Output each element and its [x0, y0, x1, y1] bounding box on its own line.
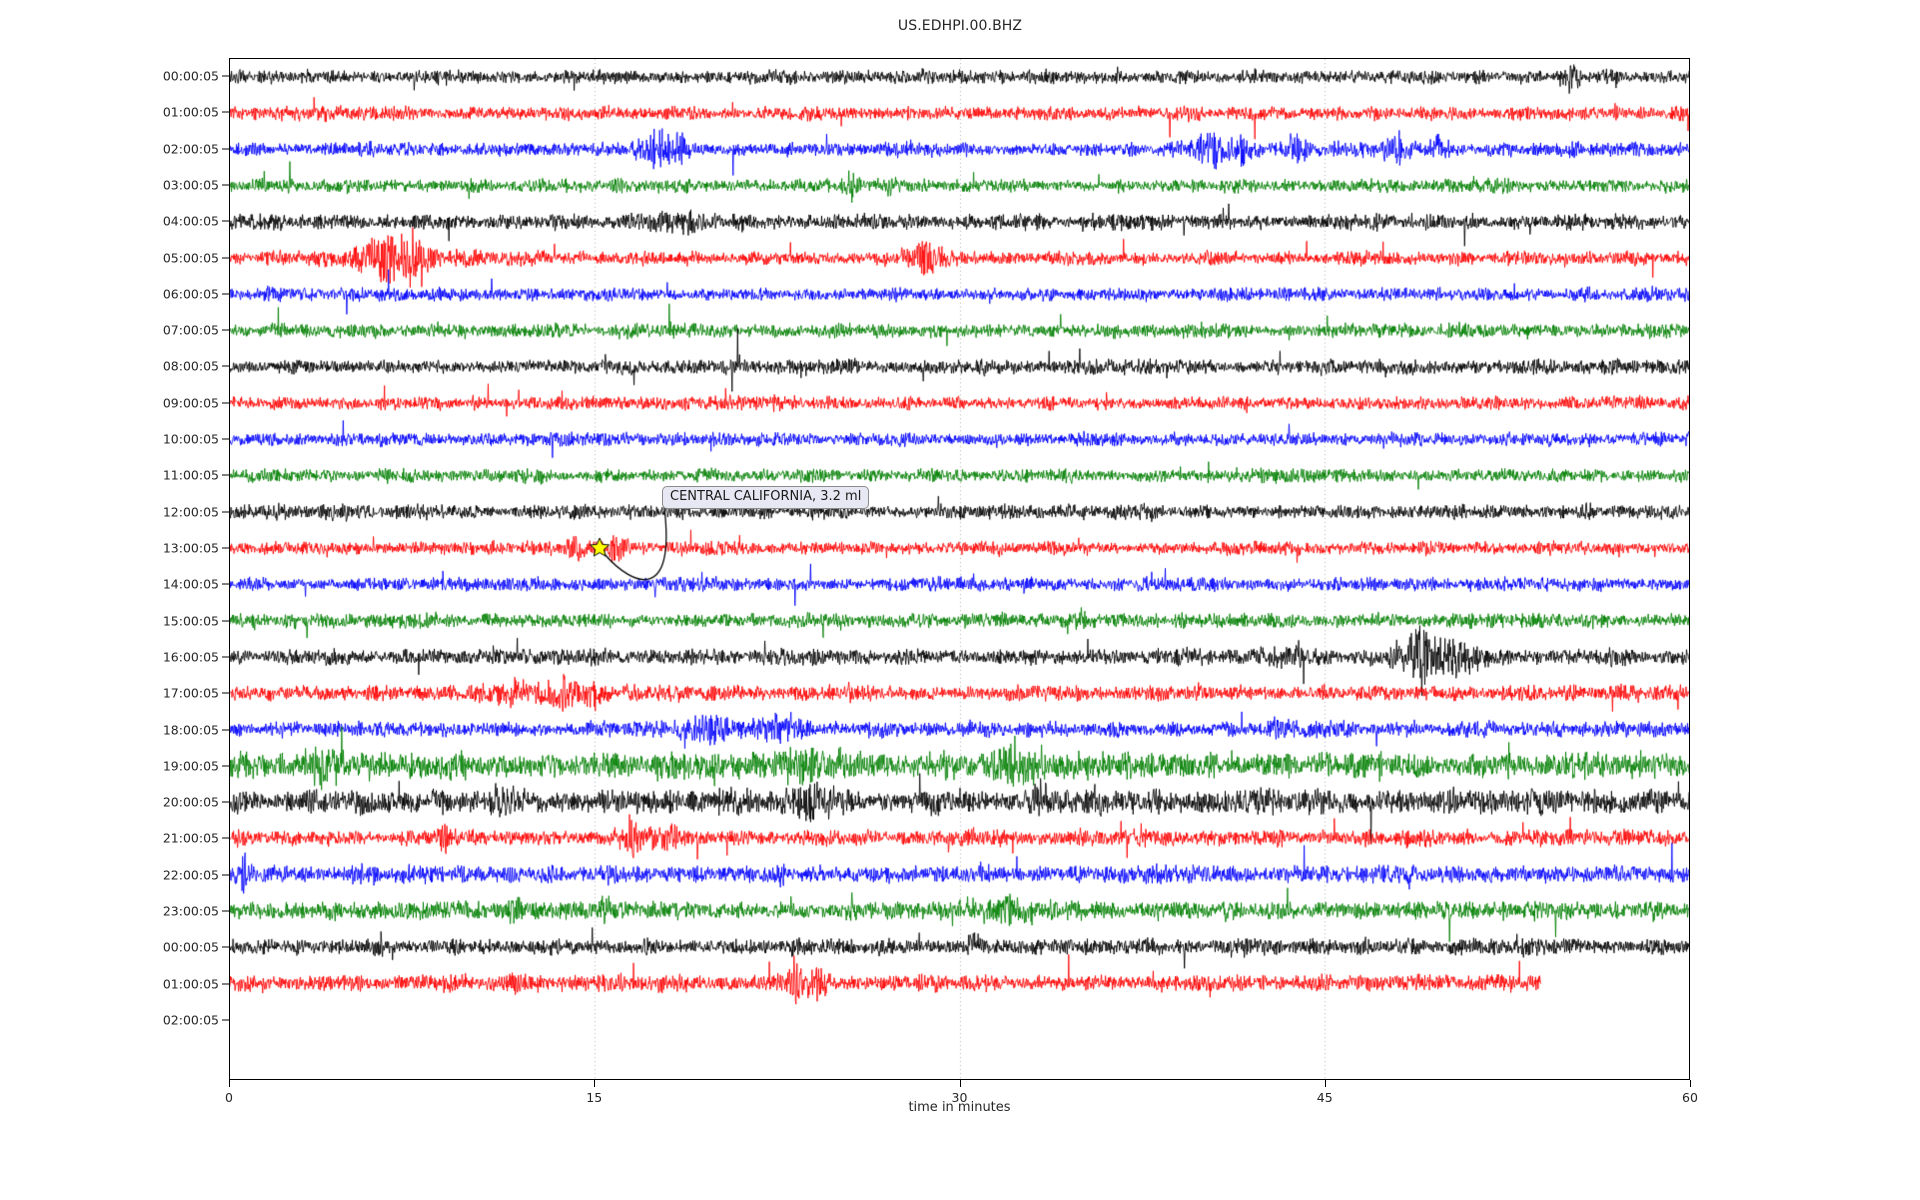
y-tick-mark	[222, 402, 229, 404]
y-tick-label: 17:00:05	[162, 685, 219, 701]
x-axis-label: time in minutes	[908, 1100, 1011, 1115]
y-tick-mark	[222, 765, 229, 767]
y-tick-mark	[222, 329, 229, 331]
y-tick-mark	[222, 511, 229, 513]
y-tick-label: 15:00:05	[162, 613, 219, 629]
y-tick-label: 12:00:05	[162, 504, 219, 520]
y-tick-label: 02:00:05	[162, 141, 219, 157]
event-annotation-layer: CENTRAL CALIFORNIA, 3.2 ml	[229, 58, 1690, 1080]
plot-area	[229, 58, 1690, 1080]
x-tick-mark	[229, 1080, 230, 1087]
x-axis-ticks: 0 15 30 45 60	[225, 1080, 1698, 1130]
y-tick-label: 04:00:05	[162, 213, 219, 229]
y-tick-label: 21:00:05	[162, 830, 219, 846]
y-tick-label: 06:00:05	[162, 286, 219, 302]
y-tick-label: 01:00:05	[162, 104, 219, 120]
event-annotation-label[interactable]: CENTRAL CALIFORNIA, 3.2 ml	[662, 486, 870, 509]
y-tick-mark	[222, 257, 229, 259]
y-tick-mark	[222, 583, 229, 585]
y-tick-label: 00:00:05	[162, 939, 219, 955]
x-tick-label: 30	[951, 1090, 968, 1105]
y-tick-mark	[222, 184, 229, 186]
y-tick-label: 20:00:05	[162, 794, 219, 810]
x-tick-label: 45	[1316, 1090, 1333, 1105]
y-tick-mark	[222, 837, 229, 839]
y-tick-label: 00:00:05	[162, 68, 219, 84]
y-tick-label: 08:00:05	[162, 358, 219, 374]
x-tick-mark	[959, 1080, 961, 1087]
x-tick-mark	[1324, 1080, 1326, 1087]
y-tick-mark	[222, 438, 229, 440]
y-tick-label: 05:00:05	[162, 250, 219, 266]
y-tick-mark	[222, 148, 229, 150]
y-tick-label: 03:00:05	[162, 177, 219, 193]
y-tick-mark	[222, 729, 229, 731]
y-tick-label: 13:00:05	[162, 540, 219, 556]
y-tick-label: 14:00:05	[162, 576, 219, 592]
y-tick-label: 23:00:05	[162, 903, 219, 919]
y-tick-mark	[222, 983, 229, 985]
y-tick-label: 10:00:05	[162, 431, 219, 447]
page-title: US.EDHPI.00.BHZ	[897, 18, 1023, 34]
waveform-canvas	[230, 59, 1689, 1079]
y-tick-label: 11:00:05	[162, 467, 219, 483]
y-tick-label: 18:00:05	[162, 722, 219, 738]
y-tick-mark	[222, 656, 229, 658]
y-axis-ticks: 00:00:05 01:00:05 02:00:05 03:00:05 04:00:05…	[0, 58, 229, 1080]
y-tick-mark	[222, 293, 229, 295]
y-tick-label: 01:00:05	[162, 976, 219, 992]
y-tick-mark	[222, 1019, 229, 1021]
y-tick-label: 07:00:05	[162, 322, 219, 338]
x-tick-mark	[1690, 1080, 1691, 1087]
y-tick-label: 02:00:05	[162, 1012, 219, 1028]
y-tick-mark	[222, 111, 229, 113]
y-tick-label: 19:00:05	[162, 758, 219, 774]
y-tick-mark	[222, 547, 229, 549]
y-tick-label: 22:00:05	[162, 867, 219, 883]
y-tick-mark	[222, 620, 229, 622]
y-tick-label: 16:00:05	[162, 649, 219, 665]
x-tick-label: 0	[225, 1090, 233, 1105]
y-tick-mark	[222, 801, 229, 803]
y-tick-mark	[222, 474, 229, 476]
y-tick-mark	[222, 874, 229, 876]
x-tick-label: 60	[1682, 1090, 1698, 1105]
y-tick-label: 09:00:05	[162, 395, 219, 411]
x-tick-label: 15	[586, 1090, 603, 1105]
y-tick-mark	[222, 692, 229, 694]
y-tick-mark	[222, 365, 229, 367]
y-tick-mark	[222, 910, 229, 912]
y-tick-mark	[222, 75, 229, 77]
y-tick-mark	[222, 946, 229, 948]
y-tick-mark	[222, 220, 229, 222]
x-tick-mark	[594, 1080, 596, 1087]
